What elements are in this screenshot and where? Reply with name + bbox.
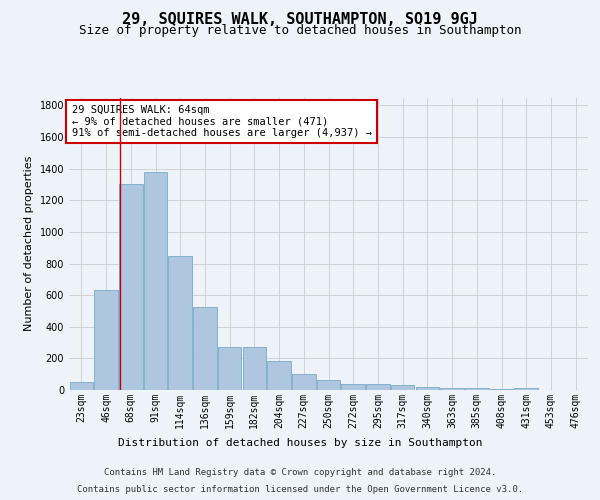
- Bar: [490, 389, 513, 390]
- Bar: [465, 388, 488, 390]
- Text: 29, SQUIRES WALK, SOUTHAMPTON, SO19 9GJ: 29, SQUIRES WALK, SOUTHAMPTON, SO19 9GJ: [122, 12, 478, 28]
- Text: 29 SQUIRES WALK: 64sqm
← 9% of detached houses are smaller (471)
91% of semi-det: 29 SQUIRES WALK: 64sqm ← 9% of detached …: [71, 105, 371, 138]
- Bar: [218, 346, 241, 390]
- Text: Contains HM Land Registry data © Crown copyright and database right 2024.: Contains HM Land Registry data © Crown c…: [104, 468, 496, 477]
- Bar: [193, 306, 217, 390]
- Bar: [391, 386, 415, 390]
- Bar: [440, 388, 464, 390]
- Text: Distribution of detached houses by size in Southampton: Distribution of detached houses by size …: [118, 438, 482, 448]
- Text: Size of property relative to detached houses in Southampton: Size of property relative to detached ho…: [79, 24, 521, 37]
- Bar: [341, 384, 365, 390]
- Bar: [169, 256, 192, 390]
- Bar: [119, 184, 143, 390]
- Bar: [292, 374, 316, 390]
- Y-axis label: Number of detached properties: Number of detached properties: [24, 156, 34, 332]
- Bar: [416, 387, 439, 390]
- Bar: [94, 290, 118, 390]
- Bar: [242, 346, 266, 390]
- Bar: [514, 388, 538, 390]
- Bar: [268, 361, 291, 390]
- Bar: [70, 382, 93, 390]
- Bar: [144, 172, 167, 390]
- Bar: [366, 384, 389, 390]
- Bar: [317, 380, 340, 390]
- Text: Contains public sector information licensed under the Open Government Licence v3: Contains public sector information licen…: [77, 484, 523, 494]
